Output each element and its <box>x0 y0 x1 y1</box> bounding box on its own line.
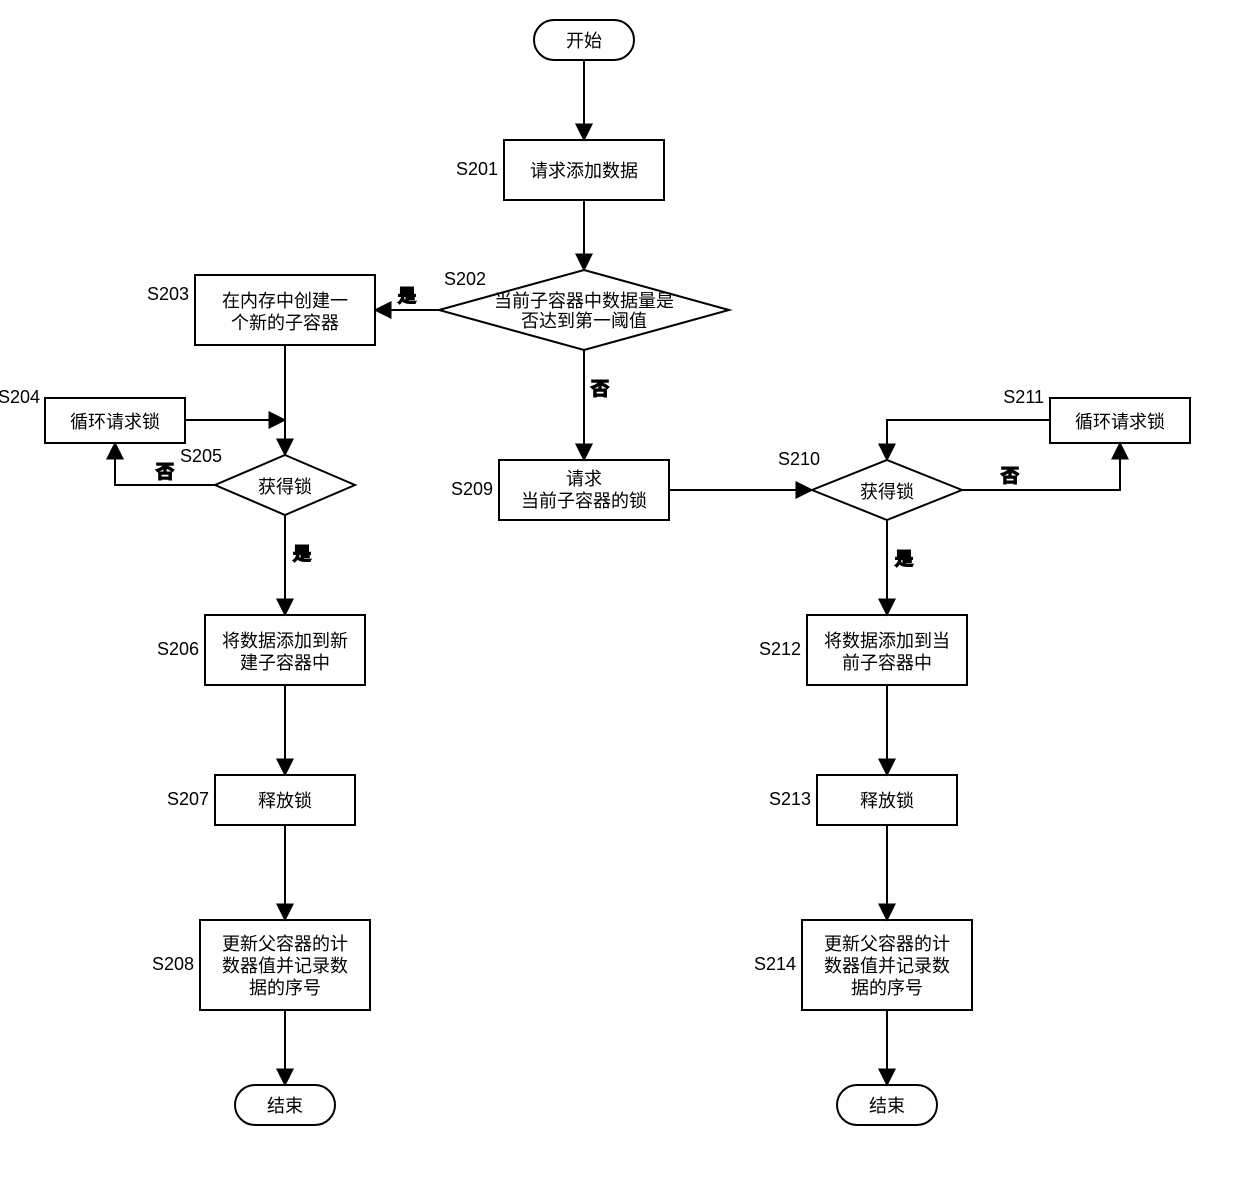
node-s214: 更新父容器的计 数器值并记录数 据的序号 S214 <box>754 920 972 1010</box>
label-s202: S202 <box>444 269 486 289</box>
label-s214: S214 <box>754 954 796 974</box>
node-s214-text1: 更新父容器的计 <box>824 934 950 954</box>
node-s206: 将数据添加到新 建子容器中 S206 <box>157 615 365 685</box>
node-s210-text: 获得锁 <box>860 482 914 502</box>
edge-no-s205: 否 <box>156 462 174 482</box>
label-s201: S201 <box>456 159 498 179</box>
node-s214-text2: 数器值并记录数 <box>824 956 950 976</box>
node-s203-text1: 在内存中创建一 <box>222 291 348 311</box>
node-endR-text: 结束 <box>869 1096 905 1116</box>
node-s205: 获得锁 S205 <box>180 446 355 515</box>
label-s211: S211 <box>1003 387 1044 407</box>
label-s205: S205 <box>180 446 222 466</box>
label-s213: S213 <box>769 789 811 809</box>
node-s206-text2: 建子容器中 <box>240 653 330 673</box>
node-s208-text1: 更新父容器的计 <box>222 934 348 954</box>
node-s212-text1: 将数据添加到当 <box>824 631 950 651</box>
node-s208: 更新父容器的计 数器值并记录数 据的序号 S208 <box>152 920 370 1010</box>
node-end-left: 结束 <box>235 1085 335 1125</box>
node-s209: 请求 当前子容器的锁 S209 <box>451 460 669 520</box>
label-s207: S207 <box>167 789 209 809</box>
node-s212-text2: 前子容器中 <box>842 653 932 673</box>
flowchart-svg: 开始 请求添加数据 S201 当前子容器中数据量是 否达到第一阈值 S202 在… <box>0 0 1240 1201</box>
node-s211: 循环请求锁 S211 <box>1003 387 1190 443</box>
label-s203: S203 <box>147 284 189 304</box>
node-s202: 当前子容器中数据量是 否达到第一阈值 S202 <box>439 269 729 350</box>
edge-yes-s202: 是 <box>398 286 416 306</box>
edge-no-s210: 否 <box>1001 466 1019 486</box>
label-s206: S206 <box>157 639 199 659</box>
edge-yes-s205: 是 <box>293 544 311 564</box>
node-s214-text3: 据的序号 <box>851 978 923 998</box>
label-s212: S212 <box>759 639 801 659</box>
label-s209: S209 <box>451 479 493 499</box>
node-s210: 获得锁 S210 <box>778 449 962 520</box>
node-s213: 释放锁 S213 <box>769 775 957 825</box>
node-s206-text1: 将数据添加到新 <box>222 631 348 651</box>
node-s209-text2: 当前子容器的锁 <box>521 491 647 511</box>
label-s210: S210 <box>778 449 820 469</box>
label-s204: S204 <box>0 387 40 407</box>
node-start-text: 开始 <box>566 31 602 51</box>
node-s207: 释放锁 S207 <box>167 775 355 825</box>
label-s208: S208 <box>152 954 194 974</box>
node-s201: 请求添加数据 S201 <box>456 140 664 200</box>
node-s212: 将数据添加到当 前子容器中 S212 <box>759 615 967 685</box>
node-s202-text2: 否达到第一阈值 <box>521 311 647 331</box>
edge-no-s202: 否 <box>591 379 609 399</box>
node-s203: 在内存中创建一 个新的子容器 S203 <box>147 275 375 345</box>
node-start: 开始 <box>534 20 634 60</box>
node-endL-text: 结束 <box>267 1096 303 1116</box>
node-s201-text: 请求添加数据 <box>530 161 638 181</box>
node-s204-text: 循环请求锁 <box>70 412 160 432</box>
node-s204: 循环请求锁 S204 <box>0 387 185 443</box>
node-s208-text2: 数器值并记录数 <box>222 956 348 976</box>
node-s213-text: 释放锁 <box>860 791 914 811</box>
node-s209-text1: 请求 <box>566 469 602 489</box>
node-s205-text: 获得锁 <box>258 477 312 497</box>
node-s207-text: 释放锁 <box>258 791 312 811</box>
node-s203-text2: 个新的子容器 <box>231 313 339 333</box>
node-s208-text3: 据的序号 <box>249 978 321 998</box>
node-s211-text: 循环请求锁 <box>1075 412 1165 432</box>
edge-yes-s210: 是 <box>895 549 913 569</box>
node-end-right: 结束 <box>837 1085 937 1125</box>
node-s202-text1: 当前子容器中数据量是 <box>494 291 674 311</box>
